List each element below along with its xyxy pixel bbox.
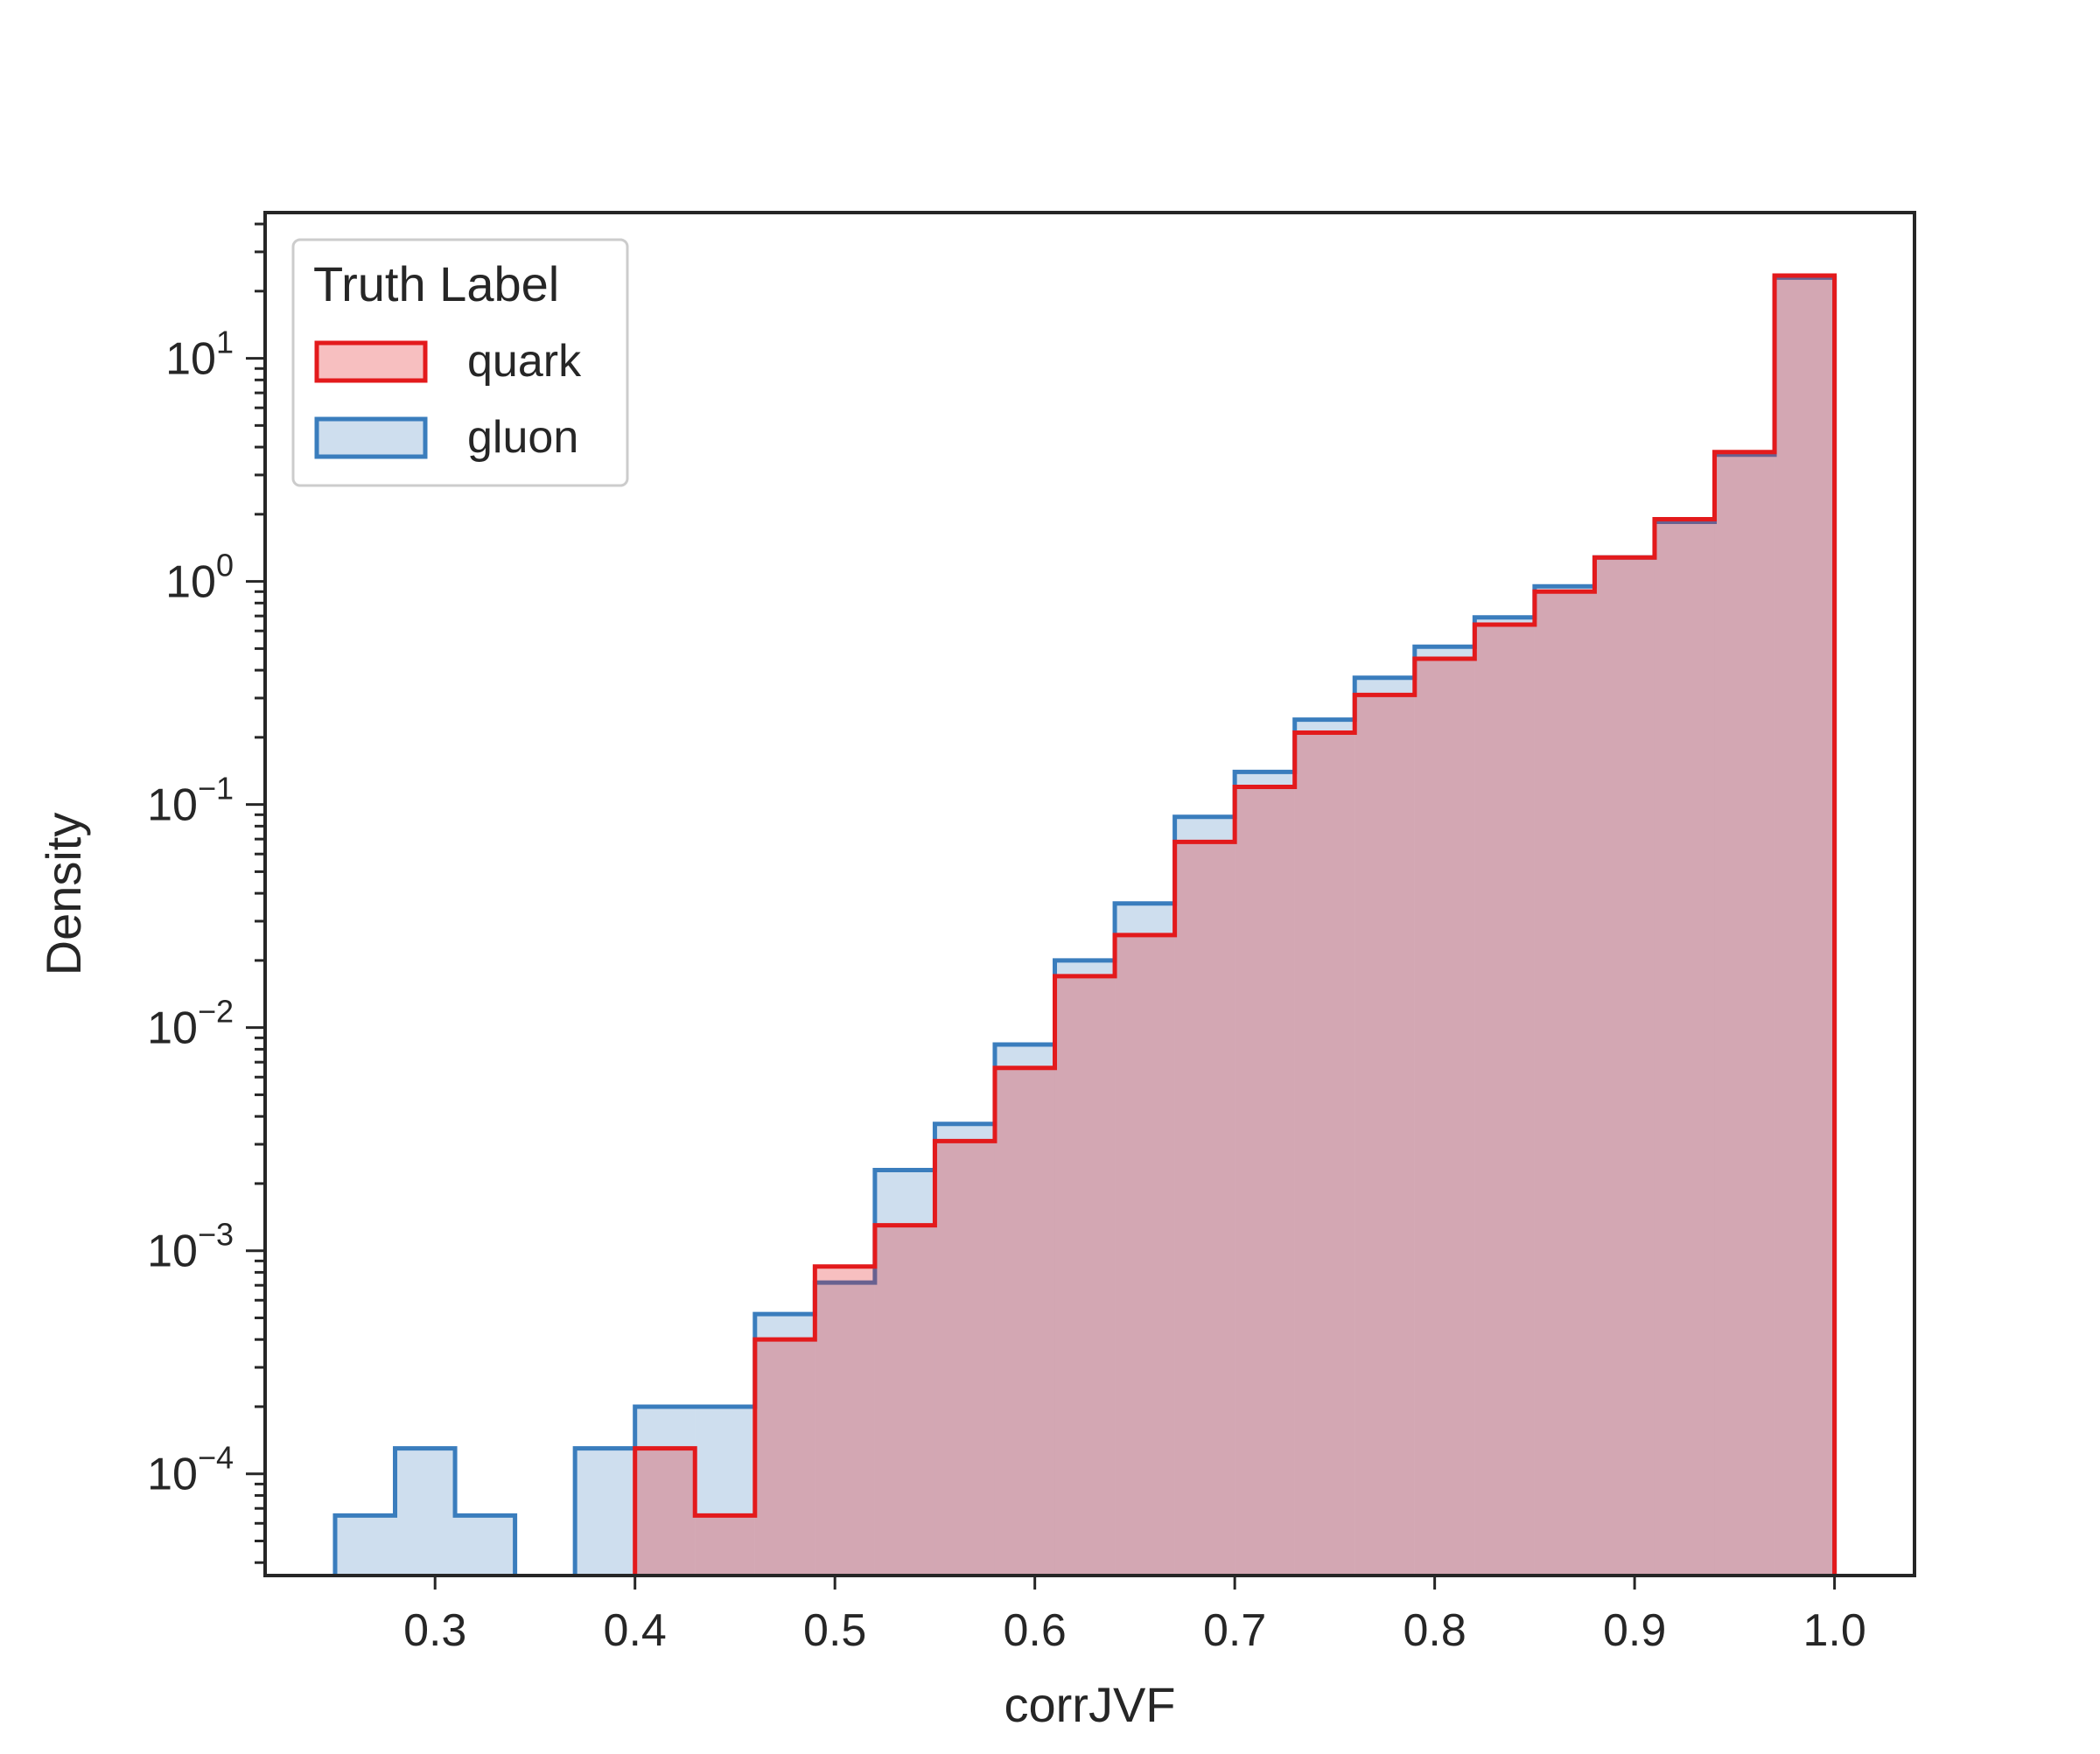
quark-bar [1174,842,1236,1576]
gluon-bar [874,1170,935,1576]
y-tick-label: 10−3 [147,1217,234,1277]
x-tick-label: 0.9 [1603,1605,1666,1656]
y-tick-label: 100 [165,548,234,608]
quark-bar [1594,557,1655,1576]
quark-bar [1235,786,1295,1576]
x-tick-label: 0.6 [1004,1605,1067,1656]
gluon-bar [1354,677,1415,1576]
y-tick-label: 101 [165,325,234,385]
gluon-bar [1235,772,1295,1576]
gluon-bar [1174,816,1236,1576]
quark-outline [633,273,1838,1576]
gluon-bar [994,1044,1055,1576]
y-tick-label: 10−2 [147,994,234,1054]
x-tick-label: 0.8 [1403,1605,1466,1656]
gluon-outline [332,1446,518,1576]
legend-box [291,238,629,487]
quark-bar [754,1339,816,1576]
quark-bar [1054,975,1116,1576]
y-tick-label: 10−4 [147,1440,234,1500]
gluon-bar [1774,277,1835,1576]
legend-items: quark gluon [314,336,582,463]
quark-bar [1294,732,1355,1576]
gluon-bar [1414,646,1475,1576]
gluon-bar [1054,960,1116,1576]
quark-bar [1534,591,1595,1576]
quark-bar [1774,275,1835,1576]
gluon-bar [634,1406,696,1576]
gluon-bar [1594,557,1655,1576]
quark-bar [1115,934,1175,1576]
quark-bar [1414,659,1475,1576]
legend-title: Truth Label [313,256,559,311]
gluon-bar [575,1448,635,1576]
gluon-bar [1714,454,1775,1576]
gluon-bar [1654,521,1715,1576]
gluon-series [332,275,1838,1576]
gluon-bar [1474,617,1535,1576]
quark-bar [815,1266,875,1576]
quark-series [633,273,1838,1576]
quark-bar [874,1225,935,1576]
x-tick-label: 0.7 [1203,1605,1266,1656]
quark-bar [934,1141,995,1576]
gluon-legend-swatch [314,416,428,459]
gluon-bar [815,1282,875,1576]
gluon-bar [334,1515,396,1576]
y-tick-label: 10−1 [147,771,234,831]
gluon-bar [934,1123,995,1576]
quark-bar [1474,625,1535,1576]
gluon-bar [1294,719,1355,1576]
quark-bar [1654,519,1715,1576]
x-tick-label: 0.4 [604,1605,667,1656]
quark-bar [1714,451,1775,1576]
gluon-bar [1115,903,1175,1576]
gluon-bar [695,1406,755,1576]
x-tick-label: 1.0 [1802,1605,1866,1656]
gluon-bar [395,1448,456,1576]
quark-bar [1354,695,1415,1576]
gluon-bar [455,1515,515,1576]
quark-bar [994,1067,1055,1576]
legend: Truth Label quark gluon [291,238,629,487]
quark-bar [695,1515,755,1576]
quark-legend-label: quark [467,336,582,387]
quark-bar [634,1448,696,1576]
y-axis-label: Density [36,813,91,976]
x-axis-label: corrJVF [1004,1677,1176,1732]
gluon-bar [754,1314,816,1576]
gluon-legend-label: gluon [467,412,578,463]
x-tick-label: 0.3 [403,1605,466,1656]
quark-legend-swatch [314,340,428,383]
gluon-bar [1534,586,1595,1576]
x-tick-label: 0.5 [803,1605,866,1656]
plot-frame [263,211,1916,1577]
